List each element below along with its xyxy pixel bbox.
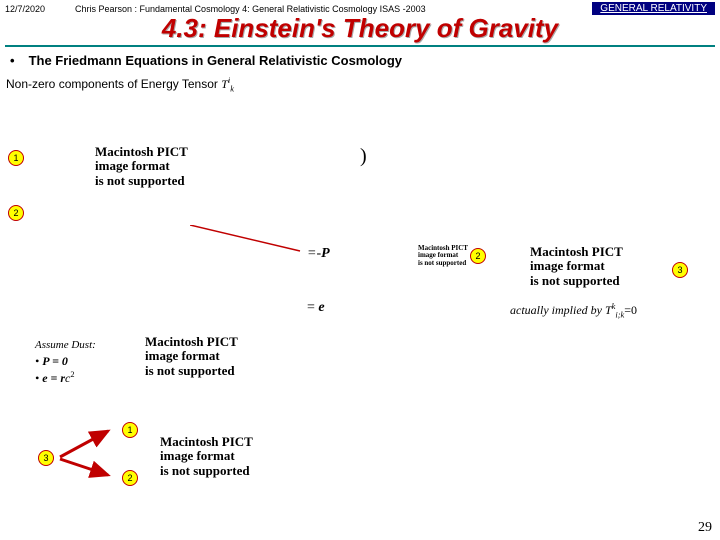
pict4-l3: is not supported: [160, 464, 253, 478]
subheading-text: Non-zero components of Energy Tensor: [6, 77, 221, 91]
eq-e-sym: e: [318, 300, 324, 315]
badge-1c: 1: [122, 422, 138, 438]
eq-p-sym: P: [321, 246, 330, 261]
assume-line2: • e = rc2: [35, 369, 96, 386]
assume-l2-left: e =: [42, 371, 60, 385]
implied-sub: i;k: [615, 310, 624, 319]
tensor-T: T: [221, 77, 228, 91]
paren-right: ): [360, 145, 367, 168]
assume-hdr: Assume Dust:: [35, 338, 96, 353]
header-course: Chris Pearson : Fundamental Cosmology 4:…: [65, 4, 592, 14]
page-title: 4.3: Einstein's Theory of Gravity: [0, 13, 720, 44]
title-underline: [5, 45, 715, 47]
eq-minus-p: =-P: [307, 246, 330, 262]
assume-dust: Assume Dust: • P = 0 • e = rc2: [35, 338, 96, 386]
pict3-l3: is not supported: [145, 364, 238, 378]
badge-2b: 2: [470, 248, 486, 264]
badge-3: 3: [672, 262, 688, 278]
pict-placeholder-4: Macintosh PICT image format is not suppo…: [160, 435, 253, 478]
pict-sm-l3: is not supported: [418, 260, 468, 267]
pict4-l1: Macintosh PICT: [160, 435, 253, 449]
section-heading: The Friedmann Equations in General Relat…: [29, 53, 402, 68]
eq-p-pre: =-: [307, 246, 321, 261]
badge-2c: 2: [122, 470, 138, 486]
header-tag: GENERAL RELATIVITY: [592, 2, 715, 15]
assume-l1-sym: P = 0: [42, 354, 68, 368]
pict3-l1: Macintosh PICT: [145, 335, 238, 349]
eq-e-pre: =: [307, 300, 318, 315]
implied-pre: actually implied by: [510, 303, 605, 317]
badge-3c: 3: [38, 450, 54, 466]
pict2-l1: Macintosh PICT: [530, 245, 623, 259]
subheading: Non-zero components of Energy Tensor Tik: [0, 68, 720, 93]
badge-2: 2: [8, 205, 24, 221]
page-number: 29: [698, 520, 712, 536]
pict3-l2: image format: [145, 349, 238, 363]
tensor-sub: k: [230, 84, 234, 93]
assume-line1: • P = 0: [35, 353, 96, 369]
pict-placeholder-2: Macintosh PICT image format is not suppo…: [530, 245, 623, 288]
connector-line: [190, 225, 310, 255]
arrow-group-icon: [56, 425, 126, 480]
pict-l2: image format: [95, 159, 188, 173]
pict-l1: Macintosh PICT: [95, 145, 188, 159]
pict4-l2: image format: [160, 449, 253, 463]
assume-l2-sup: 2: [70, 370, 74, 379]
implied-T: T: [605, 303, 612, 317]
pict-l3: is not supported: [95, 174, 188, 188]
pict2-l2: image format: [530, 259, 623, 273]
section-heading-row: • The Friedmann Equations in General Rel…: [0, 53, 720, 68]
pict-placeholder-1: Macintosh PICT image format is not suppo…: [95, 145, 188, 188]
eq-epsilon: = e: [307, 300, 325, 316]
pict2-l3: is not supported: [530, 274, 623, 288]
implied-text: actually implied by Tki;k=0: [510, 302, 637, 319]
header-date: 12/7/2020: [5, 4, 65, 14]
pict-placeholder-3: Macintosh PICT image format is not suppo…: [145, 335, 238, 378]
implied-rhs: =0: [624, 303, 637, 317]
pict-placeholder-small: Macintosh PICT image format is not suppo…: [418, 245, 468, 267]
bullet-dot: •: [10, 53, 15, 68]
badge-1: 1: [8, 150, 24, 166]
